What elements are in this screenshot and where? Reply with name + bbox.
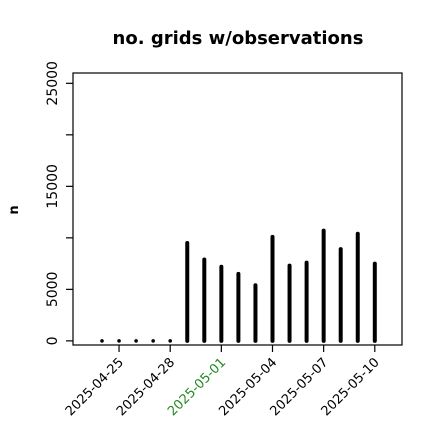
bar [117, 339, 121, 343]
bar [134, 339, 138, 343]
y-tick-label: 0 [45, 336, 61, 345]
bar [151, 339, 155, 343]
y-tick-label: 15000 [45, 164, 61, 209]
bar [168, 339, 172, 343]
y-tick-label: 25000 [45, 61, 61, 106]
chart-title: no. grids w/observations [113, 28, 364, 49]
y-axis-label: n [7, 205, 22, 214]
bars [100, 228, 377, 343]
bar [100, 339, 104, 343]
y-axis: 0 5000 15000 25000 [45, 61, 73, 345]
plot-frame [72, 72, 403, 346]
x-axis: 2025-04-252025-04-282025-05-012025-05-04… [63, 345, 383, 419]
y-tick-label: 5000 [45, 272, 61, 308]
